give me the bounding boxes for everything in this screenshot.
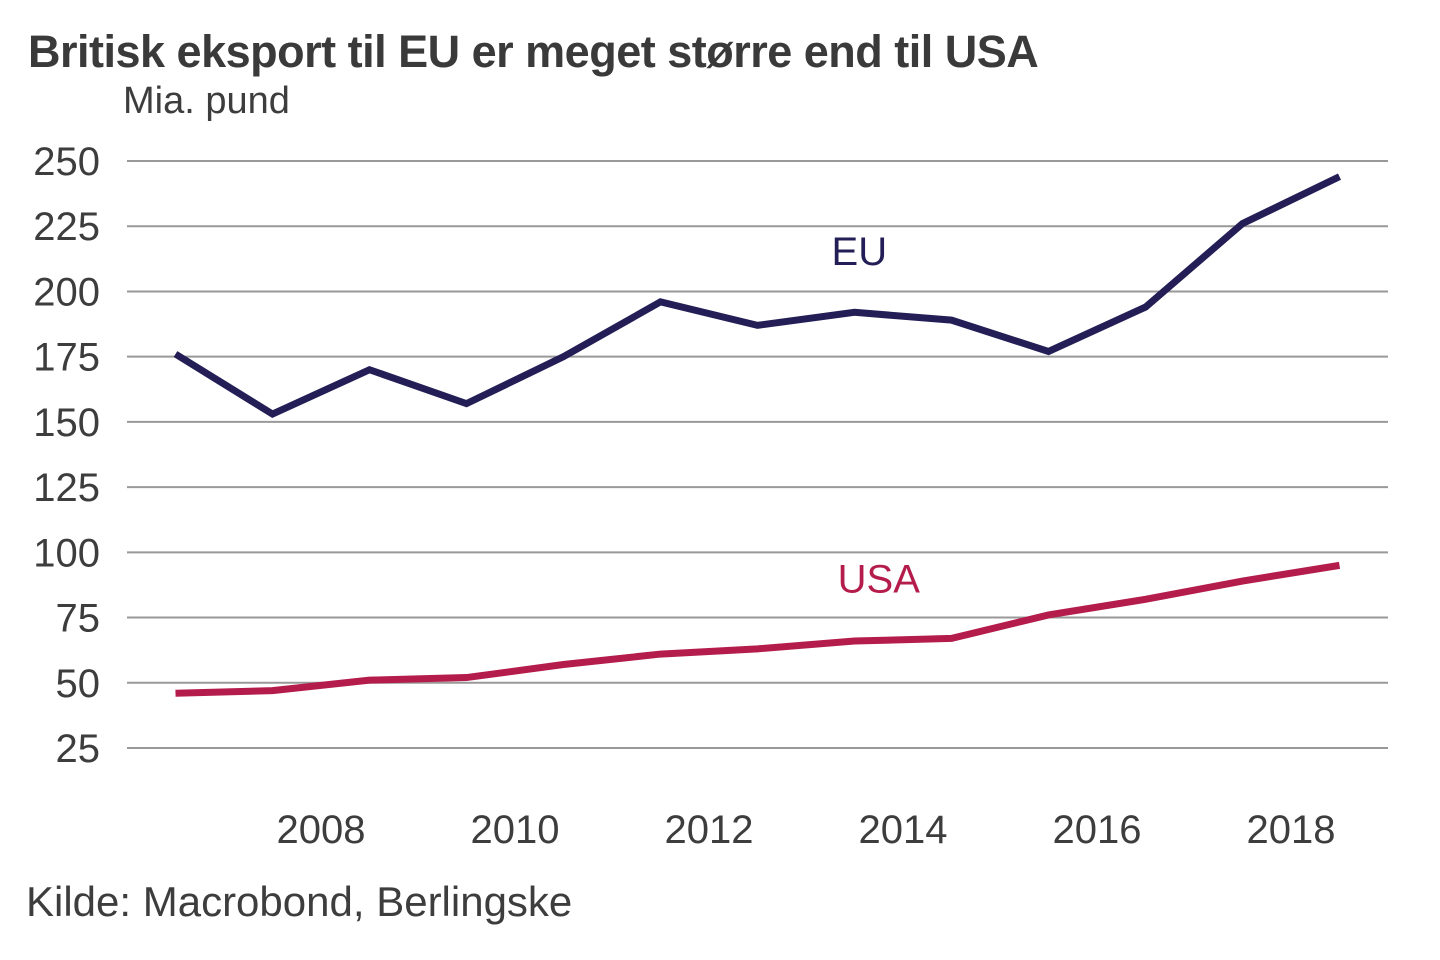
source-attribution: Kilde: Macrobond, Berlingske	[26, 878, 573, 925]
y-tick-label: 75	[56, 597, 101, 641]
x-tick-label: 2014	[859, 808, 948, 852]
eu-series-line	[173, 173, 1342, 419]
x-tick-label: 2012	[665, 808, 754, 852]
y-axis-unit-label: Mia. pund	[123, 80, 290, 122]
x-tick-label: 2018	[1247, 808, 1336, 852]
y-tick-label: 100	[33, 531, 100, 575]
y-tick-label: 25	[56, 727, 101, 771]
eu-series-label: EU	[832, 230, 888, 274]
y-tick-label: 175	[33, 336, 100, 380]
y-tick-label: 50	[56, 662, 101, 706]
y-tick-label: 125	[33, 466, 100, 510]
y-tick-label: 250	[33, 140, 100, 184]
x-tick-label: 2016	[1053, 808, 1142, 852]
x-axis-tick-labels: 2008 2010 2012 2014 2016 2018	[277, 808, 1336, 852]
y-axis-tick-labels: 250 225 200 175 150 125 100 75 50 25	[33, 140, 100, 771]
usa-series-line	[175, 561, 1341, 697]
y-tick-label: 225	[33, 205, 100, 249]
gridlines	[127, 160, 1388, 749]
chart-title: Britisk eksport til EU er meget større e…	[28, 26, 1039, 77]
x-tick-label: 2010	[471, 808, 560, 852]
usa-series-label: USA	[838, 557, 921, 601]
y-tick-label: 200	[33, 270, 100, 314]
x-tick-label: 2008	[277, 808, 366, 852]
y-tick-label: 150	[33, 401, 100, 445]
